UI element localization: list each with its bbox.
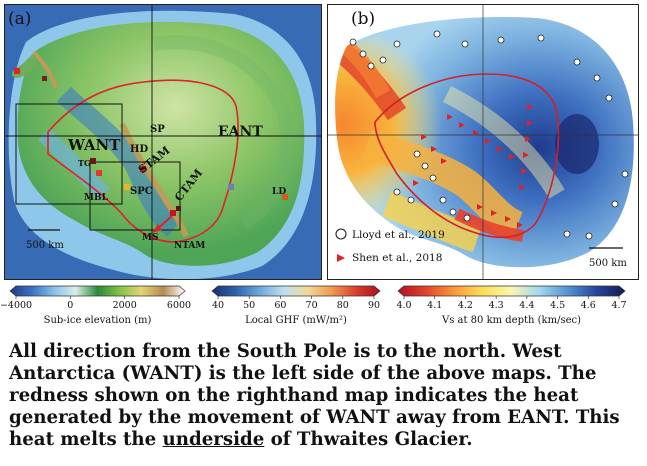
legend-shen-label: Shen et al., 2018 [352,252,442,264]
region-label-want: WANT [67,136,121,154]
colorbar-gradient [211,285,381,297]
panel-a-label: (a) [8,9,31,29]
colorbar-tick-label: 4.6 [581,300,596,311]
colorbar-tick-label: 4.1 [427,300,442,311]
colorbar-tick-label: 50 [243,300,255,311]
panel-b-label: (b) [351,9,375,29]
colorbar-tick-label: 90 [368,300,380,311]
colorbar-tick-label: 4.2 [458,300,473,311]
colorbar-tick-label: 0 [67,300,73,311]
panel-b-map: (b) Lloyd et al., 2019 Shen et al., 2018… [327,4,639,280]
survey-outline [47,79,239,243]
colorbar-tick-label: −4000 [0,300,32,311]
region-label-spc: SPC [130,186,153,197]
caption-underlined-word: underside [162,429,265,450]
colorbar-tick-label: 6000 [167,300,191,311]
colorbar-title: Vs at 80 km depth (km/sec) [441,315,581,325]
panel-b-scalebar-label: 500 km [589,258,627,269]
colorbar-tick-label: 4.3 [489,300,504,311]
colorbar-title: Local GHF (mW/m²) [245,315,347,325]
region-label-sp: SP [150,124,165,135]
colorbar-tick-label: 4.7 [611,300,626,311]
region-label-ntam: NTAM [174,241,205,251]
region-label-ld: LD [272,187,286,197]
region-label-eant: EANT [218,124,263,140]
panel-a-map: (a) WANT EANT SP HD STAM CTAM SPC TG MBL… [4,4,322,280]
colorbar-tick-label: 70 [306,300,318,311]
colorbar-tick-label: 40 [212,300,224,311]
colorbar-vs: 4.0 4.1 4.2 4.3 4.4 4.5 4.6 4.7 Vs at 80 km dept… [396,285,627,325]
region-label-tg: TG [78,158,91,168]
colorbar-tick-label: 4.4 [519,300,534,311]
caption-text-part2: of Thwaites Glacier. [264,429,473,450]
region-label-hd: HD [130,144,148,155]
region-label-mbl: MBL [84,193,109,203]
panel-a-scalebar-label: 500 km [26,240,64,251]
colorbar-tick-label: 60 [274,300,286,311]
antarctic-continent [17,21,305,266]
colorbar-tick-label: 4.5 [550,300,565,311]
legend-red-triangle-icon [337,254,345,262]
colorbar-gradient [9,285,186,297]
colorbar-tick-label: 2000 [113,300,137,311]
region-label-ms: MS [142,233,158,243]
colorbar-row: −4000 0 2000 6000 Sub-ice elevation (m) 40 50… [0,285,627,325]
survey-outline-b [374,73,560,239]
figure-caption: All direction from the South Pole is to … [9,341,639,451]
colorbar-title: Sub-ice elevation (m) [44,315,152,325]
legend-open-circle-icon [335,228,347,240]
colorbar-elevation: −4000 0 2000 6000 Sub-ice elevation (m) [0,285,191,325]
colorbar-gradient [397,285,626,297]
colorbar-ghf: 40 50 60 70 80 90 Local GHF (mW/m²) [211,285,381,325]
legend-lloyd-label: Lloyd et al., 2019 [352,229,445,241]
colorbar-tick-label: 4.0 [396,300,411,311]
caption-text-part1: All direction from the South Pole is to … [9,341,620,450]
colorbar-tick-label: 80 [337,300,349,311]
